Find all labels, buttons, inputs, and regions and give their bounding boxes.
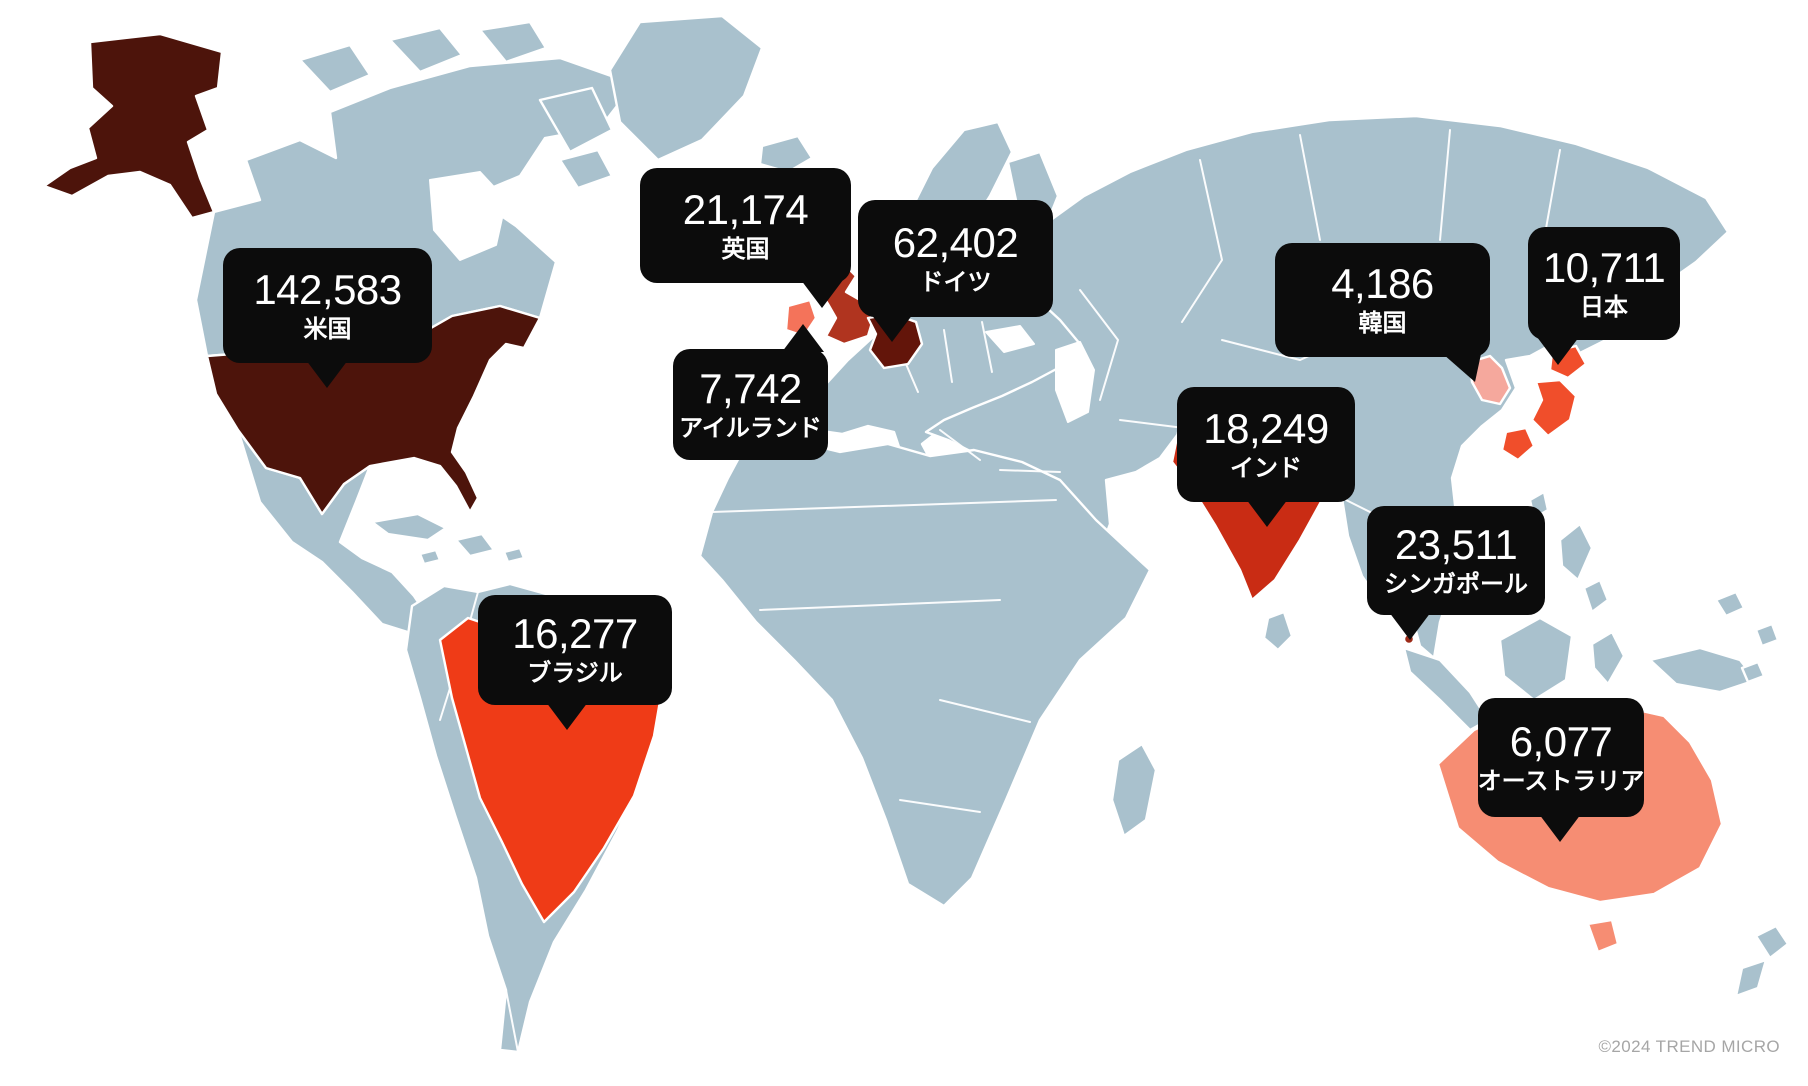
- landmass-arctic-island: [298, 43, 372, 94]
- landmass-new-zealand-north: [1754, 924, 1790, 960]
- tooltip-japan-value: 10,711: [1542, 243, 1666, 291]
- tooltip-singapore-country: シンガポール: [1384, 570, 1528, 598]
- tooltip-usa: 142,583 米国: [223, 248, 432, 388]
- landmass-africa: [698, 438, 1152, 908]
- base-landmasses: [194, 14, 1790, 1054]
- landmass-philippines: [1582, 578, 1610, 614]
- tooltip-korea-country: 韓国: [1358, 310, 1407, 338]
- country-usa-alaska: [42, 32, 224, 220]
- landmass-new-zealand-south: [1734, 958, 1768, 998]
- tooltip-usa-country: 米国: [303, 315, 352, 343]
- tooltip-singapore-tail: [1389, 612, 1431, 640]
- tooltip-uk-tail: [801, 280, 843, 308]
- country-japan-honshu: [1530, 378, 1578, 438]
- tooltip-brazil-tail: [546, 702, 588, 730]
- landmass-cuba: [370, 512, 448, 542]
- landmass-sulawesi: [1590, 630, 1626, 686]
- copyright-text: ©2024 TREND MICRO: [1598, 1037, 1780, 1056]
- landmass-jamaica: [418, 548, 442, 566]
- tooltip-india-value: 18,249: [1203, 404, 1329, 452]
- landmass-baffin-island: [538, 86, 614, 154]
- tooltip-uk: 21,174 英国: [640, 168, 851, 308]
- landmass-borneo: [1498, 616, 1574, 702]
- landmass-iceland: [758, 134, 814, 174]
- caspian-sea: [1055, 341, 1095, 423]
- country-borders: [439, 129, 1561, 1053]
- tooltip-germany-value: 62,402: [892, 218, 1019, 266]
- country-japan-kyushu: [1500, 426, 1536, 462]
- water-bodies: [394, 171, 1095, 423]
- landmass-hispaniola: [454, 532, 496, 558]
- landmass-pacific-island: [1754, 622, 1780, 648]
- tooltip-uk-value: 21,174: [682, 185, 809, 233]
- tooltip-ireland-tail: [782, 324, 824, 352]
- landmass-arctic-island: [558, 148, 614, 190]
- tooltip-australia: 6,077 オーストラリア: [1477, 698, 1645, 842]
- tooltip-australia-tail: [1539, 814, 1581, 842]
- black-sea: [985, 325, 1035, 353]
- tooltip-usa-tail: [306, 360, 348, 388]
- landmass-puerto-rico: [502, 546, 526, 564]
- tooltip-brazil: 16,277 ブラジル: [478, 595, 672, 730]
- tooltip-germany: 62,402 ドイツ: [858, 200, 1053, 342]
- tooltip-india-country: インド: [1230, 454, 1302, 482]
- tooltip-singapore: 23,511 シンガポール: [1367, 506, 1545, 640]
- tooltip-ireland-country: アイルランド: [679, 414, 822, 442]
- tooltip-australia-value: 6,077: [1509, 717, 1613, 765]
- landmass-pacific-island: [1740, 660, 1766, 684]
- tooltip-ireland: 7,742 アイルランド: [673, 324, 828, 460]
- tooltip-japan: 10,711 日本: [1528, 227, 1680, 365]
- landmass-pacific-island: [1714, 590, 1746, 618]
- landmass-arctic-island: [478, 20, 548, 64]
- tooltip-ireland-value: 7,742: [699, 364, 802, 412]
- landmass-new-guinea: [1648, 646, 1758, 694]
- tooltip-brazil-value: 16,277: [512, 610, 638, 658]
- tooltip-germany-tail: [871, 314, 913, 342]
- landmass-arctic-island: [388, 26, 464, 74]
- landmass-greenland: [608, 14, 764, 162]
- tooltip-japan-country: 日本: [1580, 293, 1628, 321]
- tooltip-korea-tail: [1443, 354, 1481, 382]
- landmass-sri-lanka: [1262, 610, 1294, 652]
- tooltip-singapore-value: 23,511: [1394, 520, 1518, 568]
- tooltip-india-tail: [1246, 499, 1288, 527]
- landmass-sumatra: [1402, 646, 1490, 732]
- tooltip-uk-country: 英国: [721, 235, 770, 263]
- tooltip-australia-country: オーストラリア: [1477, 767, 1645, 795]
- landmass-madagascar: [1110, 742, 1158, 838]
- tooltip-india: 18,249 インド: [1177, 387, 1355, 527]
- country-australia-tasmania: [1586, 918, 1620, 954]
- tooltip-usa-value: 142,583: [253, 265, 402, 313]
- landmass-philippines: [1558, 522, 1594, 582]
- tooltip-brazil-country: ブラジル: [527, 660, 623, 688]
- tooltip-germany-country: ドイツ: [919, 268, 992, 296]
- tooltip-korea-value: 4,186: [1331, 260, 1434, 308]
- hudson-bay: [429, 171, 507, 261]
- tooltip-japan-tail: [1537, 337, 1579, 365]
- tooltip-korea: 4,186 韓国: [1275, 243, 1490, 382]
